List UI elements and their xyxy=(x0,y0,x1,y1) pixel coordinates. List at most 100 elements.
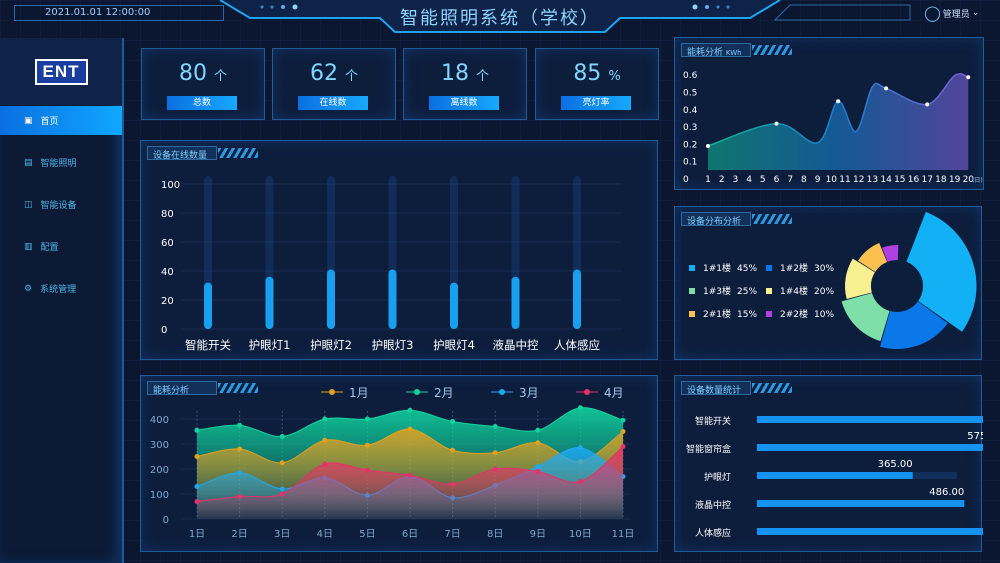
x-tick: 6日 xyxy=(402,529,418,540)
x-tick: 智能开关 xyxy=(185,338,231,352)
data-point xyxy=(322,461,328,467)
legend-label: 1#1楼 xyxy=(703,262,731,274)
data-point xyxy=(322,416,328,422)
data-point xyxy=(577,445,583,451)
y-tick: 0.2 xyxy=(683,140,697,150)
user-menu[interactable]: ◯ 管理员 ⌄ xyxy=(924,4,979,22)
data-point xyxy=(237,446,243,452)
bar xyxy=(757,444,983,451)
data-point xyxy=(535,440,541,446)
x-tick: 20 xyxy=(963,175,975,185)
stat-card: 80 个总数 xyxy=(141,48,265,120)
x-tick: 3日 xyxy=(274,529,290,540)
y-tick: 0.6 xyxy=(683,71,698,81)
sidebar-item[interactable]: ⚙ 系统管理 xyxy=(0,274,122,303)
stat-label: 在线数 xyxy=(298,96,368,110)
count-chart: 智能开关645.00智能窗帘盒575.00护眼灯365.00液晶中控486.00… xyxy=(686,415,983,539)
data-point xyxy=(407,407,413,413)
data-point xyxy=(194,427,200,433)
energy-kwh-panel: 能耗分析 KWh 0 0.1 0.2 0.3 0.4 0.5 0.6 1 2 3 4 5 6 7 8 9 10 1… xyxy=(674,37,984,190)
x-tick: 10日 xyxy=(569,529,592,540)
gear-icon: ⚙ xyxy=(24,283,33,294)
legend-label: 3月 xyxy=(519,386,539,400)
x-unit: (日) xyxy=(972,177,983,184)
sidebar-item[interactable]: ▤ 智能照明 xyxy=(0,148,122,177)
legend-label: 1#4楼 xyxy=(780,285,808,297)
y-tick: 0.3 xyxy=(683,123,697,133)
value: 85 xyxy=(573,61,602,86)
stat-value: 85 % xyxy=(536,61,658,86)
x-tick: 8 xyxy=(801,175,807,185)
x-tick: 17 xyxy=(921,175,932,185)
y-tick: 60 xyxy=(161,238,174,249)
data-point xyxy=(774,121,779,126)
legend-value: 30% xyxy=(814,264,834,274)
data-point xyxy=(535,427,541,433)
x-tick: 11 xyxy=(839,175,850,185)
data-point xyxy=(279,434,285,439)
distribution-panel: 设备分布分析 1#1楼 45% 1#2楼 30% 1#3楼 25% 1#4楼 20% 2#1楼 1… xyxy=(674,206,982,360)
bar-label: 486.00 xyxy=(929,487,964,498)
data-point xyxy=(407,426,413,432)
logo: ENT xyxy=(0,38,122,105)
calendar-icon: ▤ xyxy=(24,157,33,168)
x-tick: 14 xyxy=(880,175,892,185)
bar-label: 365.00 xyxy=(878,459,913,470)
y-tick: 40 xyxy=(161,267,174,278)
series-area xyxy=(708,73,969,170)
unit: 个 xyxy=(475,69,489,84)
x-tick: 1日 xyxy=(189,529,205,540)
bar-label: 575.00 xyxy=(967,431,983,442)
y-tick: 智能开关 xyxy=(695,415,731,427)
y-tick: 液晶中控 xyxy=(695,499,731,511)
x-tick: 液晶中控 xyxy=(493,338,539,352)
y-tick: 100 xyxy=(150,490,169,501)
data-point xyxy=(706,144,710,148)
data-point xyxy=(237,422,243,428)
sidebar-item[interactable]: ▥ 配置 xyxy=(0,232,122,261)
panel-title: 设备分布分析 xyxy=(681,212,792,227)
sidebar-item-label: 智能设备 xyxy=(40,201,77,211)
x-tick: 人体感应 xyxy=(554,338,600,352)
x-tick: 1 xyxy=(705,175,711,185)
bar xyxy=(757,472,913,479)
bar xyxy=(388,269,397,329)
legend-value: 20% xyxy=(814,287,834,297)
x-tick: 10 xyxy=(826,175,838,185)
unit: KWh xyxy=(725,49,742,57)
x-tick: 15 xyxy=(894,175,905,185)
data-point xyxy=(450,419,456,424)
data-point xyxy=(620,417,626,423)
x-tick: 16 xyxy=(908,175,920,185)
data-point xyxy=(450,447,456,453)
legend-swatch xyxy=(766,265,772,271)
device-icon: ◫ xyxy=(24,199,33,210)
x-tick: 8日 xyxy=(487,529,503,540)
stat-value: 62 个 xyxy=(273,61,395,86)
bar xyxy=(511,276,520,329)
data-point xyxy=(279,491,285,497)
pie-slice xyxy=(841,292,890,342)
pie-slice xyxy=(882,245,899,262)
sidebar-item-label: 系统管理 xyxy=(40,285,77,295)
stat-label: 亮灯率 xyxy=(561,96,631,110)
header-frame xyxy=(219,0,911,33)
sidebar-item[interactable]: ▣ 首页 xyxy=(0,106,122,135)
data-point xyxy=(535,469,541,474)
x-tick: 18 xyxy=(935,175,947,185)
data-point xyxy=(279,486,285,492)
stat-card: 85 % 亮灯率 xyxy=(535,48,659,120)
y-tick: 智能窗帘盒 xyxy=(686,443,731,455)
sidebar-item[interactable]: ◫ 智能设备 xyxy=(0,190,122,219)
legend-label: 1#2楼 xyxy=(780,262,808,274)
data-point xyxy=(194,484,200,489)
legend-value: 15% xyxy=(737,310,757,320)
data-point xyxy=(577,479,583,484)
value: 62 xyxy=(309,61,338,86)
sidebar-item-label: 首页 xyxy=(40,117,59,127)
data-point xyxy=(364,442,370,448)
stat-label: 总数 xyxy=(167,96,237,110)
legend-swatch xyxy=(766,311,772,317)
logo-mark: ENT xyxy=(34,58,88,85)
y-tick: 0.5 xyxy=(683,89,697,99)
